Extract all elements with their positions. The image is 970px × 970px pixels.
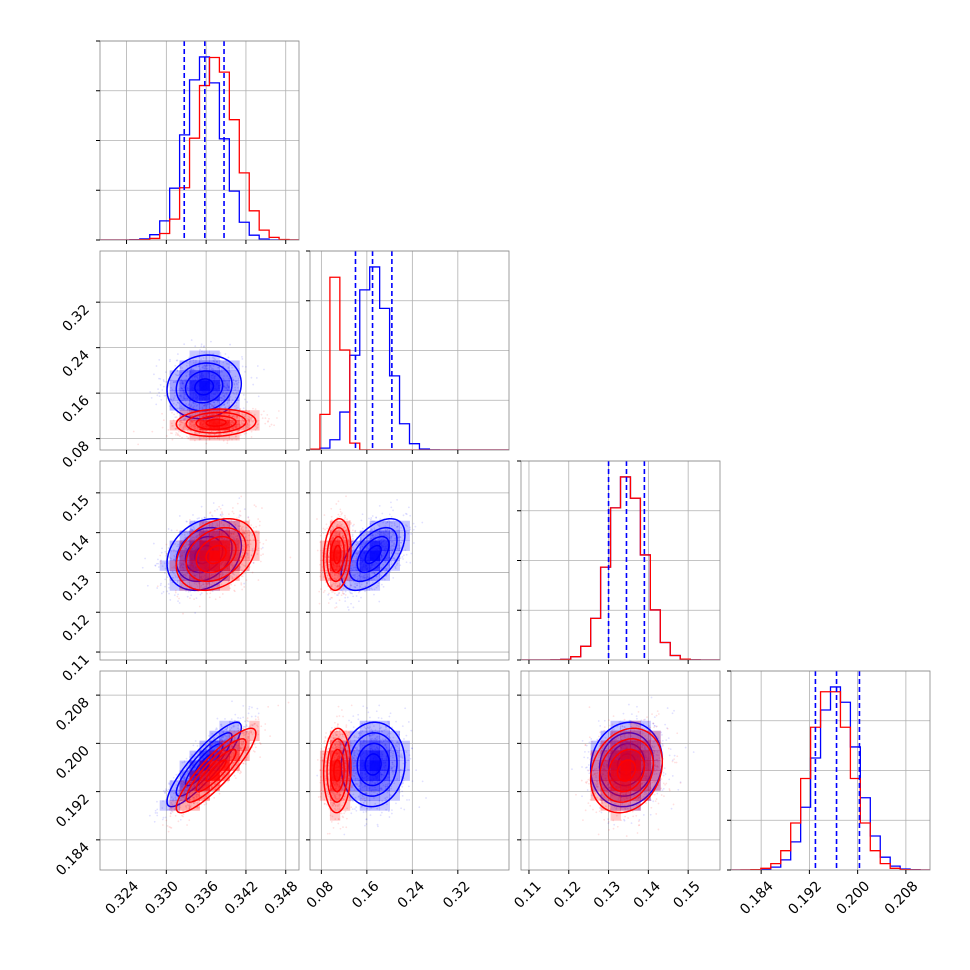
y-tick-label: 0.192	[53, 791, 93, 831]
x-tick-label: 0.192	[785, 878, 825, 918]
y-tick-label: 0.11	[59, 652, 92, 685]
y-tick-label: 0.184	[53, 839, 93, 879]
y-tick-label: 0.08	[59, 438, 92, 471]
y-tick-label: 0.208	[53, 695, 93, 735]
panel-3-1	[306, 670, 510, 874]
contours-red	[175, 408, 257, 438]
x-tick-label: 0.24	[395, 878, 428, 911]
panel-2-1	[306, 460, 510, 664]
contours-red	[175, 727, 257, 814]
x-tick-label: 0.330	[142, 878, 182, 918]
panel-frame	[309, 460, 510, 661]
panel-1-0	[96, 250, 300, 454]
panel-background	[100, 251, 299, 450]
histogram-red	[731, 691, 930, 870]
panel-0-0	[96, 40, 300, 244]
x-tick-label: 0.184	[737, 878, 777, 918]
y-tick-label: 0.32	[59, 302, 92, 335]
panel-frame	[99, 670, 300, 871]
y-tick-label: 0.14	[59, 532, 92, 565]
x-tick-label: 0.342	[222, 878, 262, 918]
density-red	[590, 720, 661, 821]
panel-3-3	[727, 670, 931, 874]
x-tick-label: 0.12	[551, 878, 584, 911]
x-tick-label: 0.13	[591, 878, 624, 911]
x-tick-label: 0.336	[182, 878, 222, 918]
panel-frame	[309, 670, 510, 871]
x-tick-label: 0.32	[440, 878, 473, 911]
contours-red	[322, 517, 352, 592]
x-tick-label: 0.11	[511, 878, 544, 911]
contours-red	[175, 517, 257, 592]
y-tick-label: 0.16	[59, 393, 92, 426]
panel-frame	[99, 460, 300, 661]
histogram-blue	[310, 266, 509, 450]
x-tick-label: 0.14	[631, 878, 664, 911]
panel-1-1	[306, 250, 510, 454]
panel-3-0	[96, 670, 300, 874]
x-tick-label: 0.348	[262, 878, 302, 918]
x-tick-label: 0.208	[882, 878, 922, 918]
y-tick-label: 0.12	[59, 612, 92, 645]
y-tick-label: 0.24	[59, 347, 92, 380]
panel-3-2	[517, 670, 721, 874]
x-tick-label: 0.200	[834, 878, 874, 918]
contours-red	[589, 727, 664, 814]
panel-frame	[99, 250, 300, 451]
panel-frame	[520, 670, 721, 871]
density-blue	[339, 720, 410, 811]
contours-red	[322, 727, 352, 814]
x-tick-label: 0.324	[102, 878, 142, 918]
x-tick-label: 0.16	[349, 878, 382, 911]
x-tick-label: 0.08	[304, 878, 337, 911]
histogram-red	[310, 276, 509, 450]
y-tick-label: 0.200	[53, 743, 93, 783]
y-tick-label: 0.15	[59, 492, 92, 525]
x-tick-label: 0.15	[670, 878, 703, 911]
contours-blue	[340, 517, 406, 592]
panel-2-0	[96, 460, 300, 664]
y-tick-label: 0.13	[59, 572, 92, 605]
panel-2-2	[517, 460, 721, 664]
